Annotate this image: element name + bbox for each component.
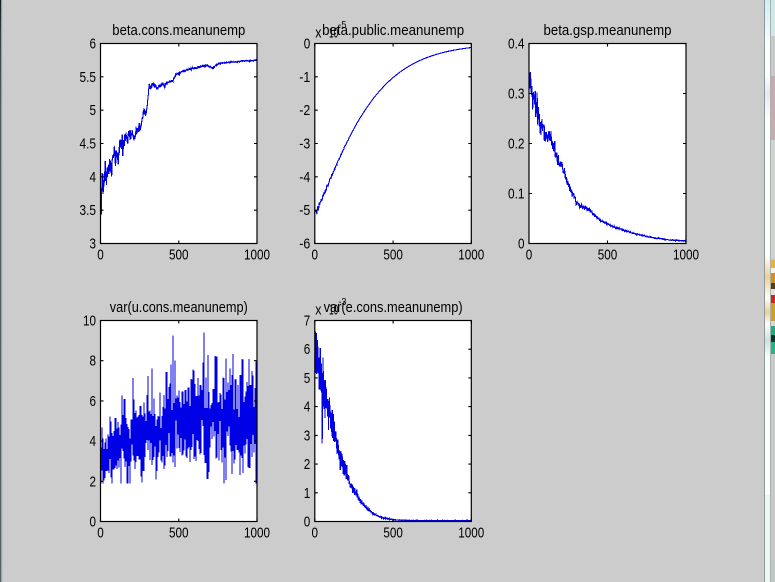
svg-text:1000: 1000 <box>458 247 484 264</box>
svg-text:x: x <box>315 25 322 42</box>
svg-text:0.2: 0.2 <box>508 136 525 153</box>
svg-text:-3: -3 <box>299 136 310 153</box>
svg-text:6: 6 <box>304 341 311 358</box>
svg-text:0.4: 0.4 <box>508 36 525 53</box>
svg-text:0: 0 <box>526 247 533 264</box>
svg-text:2: 2 <box>90 473 97 490</box>
svg-text:-5: -5 <box>338 19 346 31</box>
svg-text:10: 10 <box>83 313 96 330</box>
svg-text:10: 10 <box>329 25 338 42</box>
svg-text:4.5: 4.5 <box>80 136 97 153</box>
svg-text:3: 3 <box>304 427 311 444</box>
svg-text:0: 0 <box>97 525 104 542</box>
svg-text:0: 0 <box>304 36 311 53</box>
svg-text:5: 5 <box>90 102 97 119</box>
svg-text:6: 6 <box>90 393 97 410</box>
svg-text:-2: -2 <box>299 102 310 119</box>
svg-text:0: 0 <box>304 514 311 531</box>
svg-text:-5: -5 <box>299 202 310 219</box>
svg-text:x: x <box>315 302 322 319</box>
svg-text:-4: -4 <box>299 169 310 186</box>
svg-text:2: 2 <box>304 456 311 473</box>
svg-text:-3: -3 <box>338 296 346 308</box>
svg-text:0.1: 0.1 <box>508 186 525 203</box>
svg-text:beta.cons.meanunemp: beta.cons.meanunemp <box>112 22 245 39</box>
svg-text:10: 10 <box>329 302 338 319</box>
svg-text:0: 0 <box>97 247 104 264</box>
svg-text:beta.gsp.meanunemp: beta.gsp.meanunemp <box>544 22 672 39</box>
svg-text:1000: 1000 <box>244 247 270 264</box>
svg-text:500: 500 <box>383 247 403 264</box>
svg-text:500: 500 <box>169 525 189 542</box>
svg-text:var(e.cons.meanunemp): var(e.cons.meanunemp) <box>324 299 463 316</box>
svg-text:8: 8 <box>90 353 97 370</box>
svg-text:3: 3 <box>90 236 97 253</box>
svg-text:beta.public.meanunemp: beta.public.meanunemp <box>322 22 464 39</box>
svg-text:0.3: 0.3 <box>508 86 525 103</box>
svg-text:0: 0 <box>518 236 525 253</box>
svg-text:5.5: 5.5 <box>80 69 97 86</box>
svg-text:6: 6 <box>90 36 97 53</box>
svg-text:3.5: 3.5 <box>80 202 97 219</box>
svg-text:500: 500 <box>169 247 189 264</box>
svg-text:1000: 1000 <box>673 247 699 264</box>
svg-text:1000: 1000 <box>458 525 484 542</box>
svg-text:500: 500 <box>598 247 618 264</box>
svg-text:-6: -6 <box>299 236 310 253</box>
svg-text:0: 0 <box>90 514 97 531</box>
svg-text:5: 5 <box>304 370 311 387</box>
svg-text:1000: 1000 <box>244 525 270 542</box>
svg-text:7: 7 <box>304 313 311 330</box>
svg-text:4: 4 <box>90 169 97 186</box>
svg-text:0: 0 <box>312 247 319 264</box>
svg-text:4: 4 <box>304 399 311 416</box>
svg-text:500: 500 <box>383 525 403 542</box>
svg-text:1: 1 <box>304 485 311 502</box>
svg-text:4: 4 <box>90 433 97 450</box>
svg-text:var(u.cons.meanunemp): var(u.cons.meanunemp) <box>110 299 248 316</box>
svg-text:-1: -1 <box>299 69 310 86</box>
svg-text:0: 0 <box>312 525 319 542</box>
